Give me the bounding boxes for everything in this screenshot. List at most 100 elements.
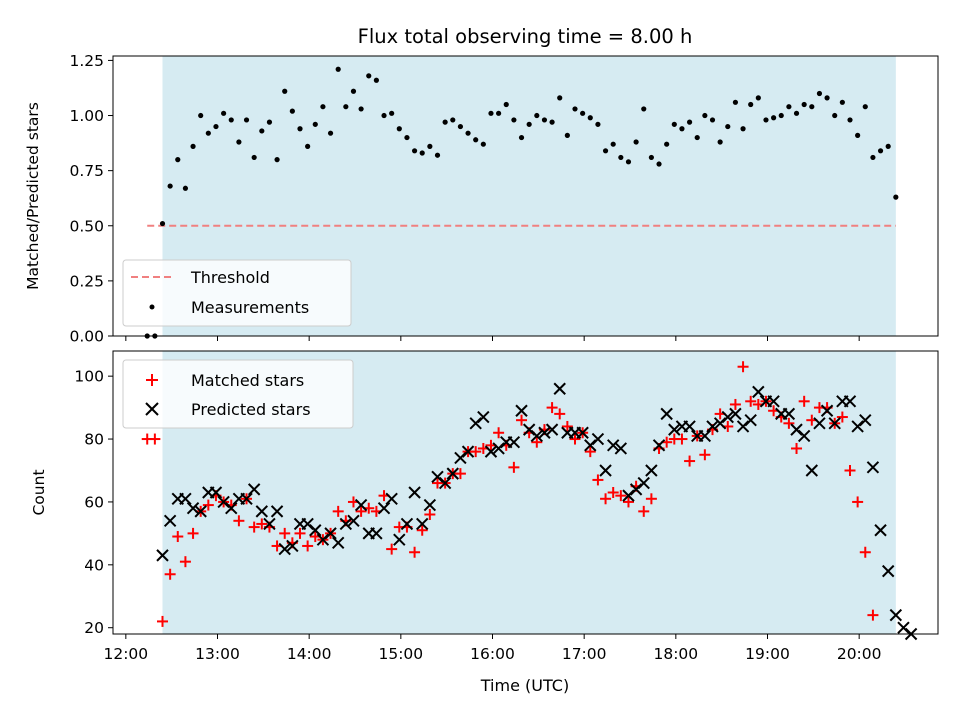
- ratio-axes-frame: [112, 55, 939, 337]
- x-tick-label: 14:00: [287, 645, 332, 663]
- matched-star-point: [409, 546, 421, 558]
- measurement-point: [862, 104, 868, 110]
- matched-star-point: [279, 527, 291, 539]
- predicted-star-point: [889, 608, 903, 622]
- matched-star-point: [699, 449, 711, 461]
- matched-star-point: [622, 496, 634, 508]
- measurement-point: [541, 117, 548, 123]
- measurement-point: [274, 157, 280, 163]
- predicted-star-point: [866, 461, 880, 474]
- predicted-star-point: [263, 517, 276, 531]
- measurement-point: [511, 117, 517, 123]
- measurement-point: [282, 88, 288, 94]
- y-tick-label: 0.75: [69, 162, 104, 180]
- measurement-point: [664, 141, 670, 147]
- ratio-marks: [144, 66, 899, 339]
- predicted-star-point: [240, 492, 253, 505]
- predicted-star-point: [706, 420, 719, 433]
- measurement-point: [832, 112, 838, 119]
- predicted-star-point: [461, 445, 475, 458]
- measurement-point: [763, 117, 769, 123]
- matched-star-point: [454, 468, 466, 480]
- predicted-star-point: [859, 413, 872, 427]
- predicted-star-point: [530, 429, 544, 443]
- y-tick-label: 0.50: [69, 217, 104, 235]
- measurement-point: [419, 150, 425, 156]
- measurement-point: [404, 134, 410, 141]
- matched-star-point: [164, 568, 176, 580]
- predicted-star-point: [820, 404, 834, 417]
- matched-star-point: [179, 556, 191, 568]
- measurement-point: [641, 106, 647, 112]
- measurement-point: [602, 148, 609, 154]
- measurement-point: [732, 99, 739, 105]
- legend-measurements-swatch: [149, 304, 155, 310]
- predicted-star-point: [599, 464, 612, 477]
- matched-star-point: [561, 420, 573, 432]
- measurement-point: [686, 119, 693, 125]
- measurement-point: [778, 112, 784, 119]
- predicted-star-point: [782, 407, 796, 421]
- measurement-point: [251, 154, 257, 161]
- count-panel: 20 40 60 80 100 12:00 13:00 14:00 15:00 16:00 17:…: [30, 350, 939, 663]
- matched-star-point: [615, 490, 627, 502]
- count-y-ticks: 20 40 60 80 100: [74, 368, 113, 637]
- measurement-point: [427, 143, 433, 149]
- x-tick-label: 13:00: [195, 645, 240, 663]
- measurement-point: [320, 104, 326, 110]
- measurement-point: [793, 110, 800, 116]
- measurement-point: [335, 66, 341, 72]
- measurement-point: [465, 130, 471, 136]
- count-axes-frame: [112, 350, 939, 635]
- y-tick-label: 1.25: [69, 52, 104, 70]
- measurement-point: [534, 112, 540, 119]
- predicted-star-point: [660, 407, 673, 421]
- predicted-star-point: [813, 417, 826, 430]
- predicted-star-point: [347, 514, 360, 528]
- x-tick-label: 12:00: [103, 645, 148, 663]
- predicted-star-point: [225, 502, 238, 515]
- measurement-point: [488, 110, 494, 116]
- predicted-star-point: [354, 498, 368, 512]
- matched-star-point: [149, 433, 161, 445]
- measurement-point: [266, 119, 273, 125]
- measurement-point: [679, 126, 685, 132]
- x-axis-label: Time (UTC): [480, 676, 569, 695]
- measurement-point: [496, 110, 502, 116]
- matched-star-point: [607, 487, 619, 498]
- measurement-point: [198, 112, 204, 119]
- x-tick-label: 15:00: [378, 645, 423, 663]
- ratio-panel: 0.00 0.25 0.50 0.75 1.00 1.25 Matched/Predict…: [24, 52, 939, 346]
- measurement-point: [618, 154, 624, 161]
- y-tick-label: 80: [84, 431, 104, 449]
- measurement-point: [175, 157, 181, 163]
- measurement-point: [305, 143, 311, 149]
- y-tick-label: 20: [84, 619, 104, 637]
- matched-star-point: [791, 442, 803, 454]
- predicted-star-point: [186, 502, 200, 515]
- count-x-ticks: 12:00 13:00 14:00 15:00 16:00 17:00 18:00 19:00…: [103, 634, 882, 663]
- predicted-star-point: [339, 517, 353, 531]
- predicted-star-point: [209, 486, 223, 499]
- predicted-star-point: [767, 395, 780, 408]
- x-tick-label: 20:00: [837, 645, 882, 663]
- x-tick-label: 18:00: [653, 645, 698, 663]
- y-tick-label: 0.00: [69, 328, 104, 346]
- measurement-point: [748, 101, 754, 108]
- measurement-point: [366, 73, 372, 79]
- matched-star-point: [332, 505, 344, 517]
- matched-star-point: [172, 531, 184, 543]
- predicted-star-point: [652, 439, 666, 452]
- measurement-point: [259, 128, 265, 134]
- measurement-point: [877, 148, 884, 154]
- matched-star-point: [248, 521, 260, 533]
- matched-star-point: [600, 493, 612, 505]
- matched-star-point: [638, 505, 650, 517]
- matched-star-point: [294, 527, 306, 539]
- measurement-point: [625, 159, 632, 165]
- measurement-point: [190, 143, 196, 149]
- measurement-point: [396, 126, 402, 132]
- measurement-point: [159, 220, 166, 227]
- predicted-star-point: [645, 464, 658, 477]
- count-marks: [141, 361, 918, 641]
